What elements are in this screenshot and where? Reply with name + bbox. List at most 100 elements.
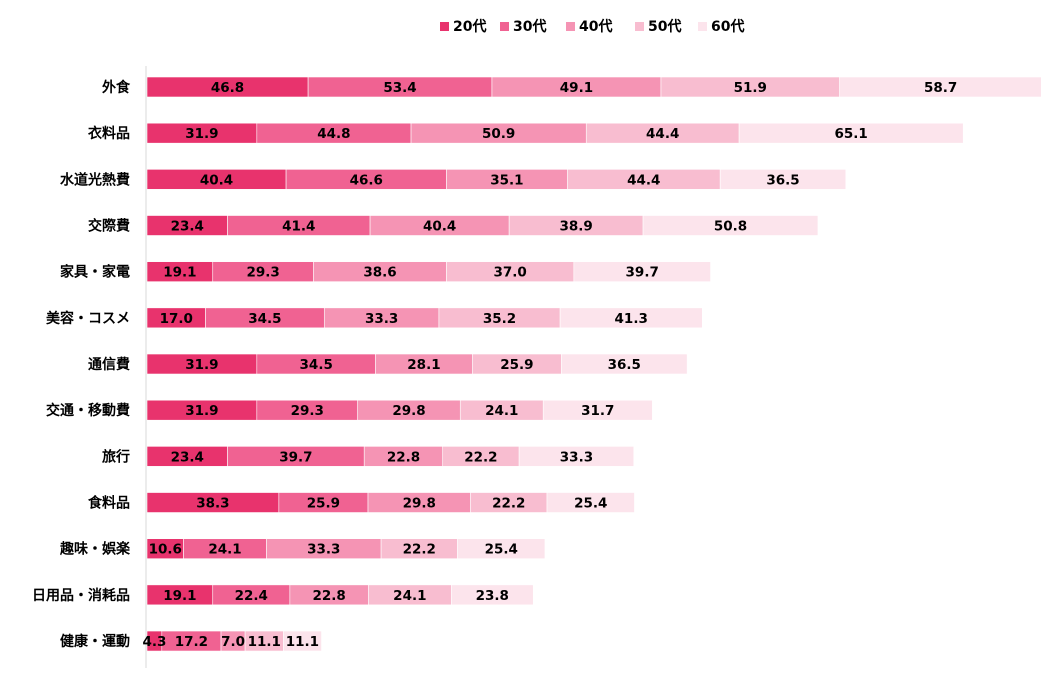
value-label-4-3: 37.0 (494, 265, 527, 281)
value-label-12-1: 17.2 (175, 634, 208, 650)
category-label-3: 交際費 (88, 218, 130, 235)
value-label-3-2: 40.4 (423, 219, 456, 235)
value-label-0-3: 51.9 (734, 80, 767, 96)
value-label-6-1: 34.5 (300, 357, 333, 373)
bar-4-4 (573, 261, 711, 282)
value-label-7-2: 29.8 (392, 403, 425, 419)
bar-1-4 (738, 122, 964, 144)
value-label-3-4: 50.8 (714, 219, 747, 235)
category-label-10: 趣味・娯楽 (59, 541, 131, 558)
value-label-7-4: 31.7 (581, 403, 614, 419)
value-label-11-0: 19.1 (163, 588, 196, 604)
value-label-2-4: 36.5 (766, 172, 799, 188)
category-label-2: 水道光熱費 (60, 171, 130, 188)
value-label-0-2: 49.1 (560, 80, 593, 96)
value-label-8-4: 33.3 (560, 449, 593, 465)
value-label-11-1: 22.4 (235, 588, 268, 604)
category-label-4: 家具・家電 (60, 264, 130, 281)
bar-6-4 (561, 353, 688, 375)
value-label-11-4: 23.8 (476, 588, 509, 604)
legend-swatch-1 (500, 22, 509, 31)
value-label-6-2: 28.1 (407, 357, 440, 373)
value-label-5-1: 34.5 (248, 311, 281, 327)
category-label-12: 健康・運動 (60, 633, 130, 650)
value-label-5-0: 17.0 (160, 311, 193, 327)
value-label-7-0: 31.9 (185, 403, 218, 419)
value-labels: 46.8 53.4 49.1 51.9 58.7 31.9 44.8 50.9 44.4 65.1… (142, 80, 957, 650)
bar-2-4 (719, 169, 847, 190)
category-label-5: 美容・コスメ (46, 310, 130, 327)
bar-9-4 (546, 492, 635, 513)
value-label-8-1: 39.7 (279, 449, 312, 465)
value-label-8-2: 22.8 (387, 449, 420, 465)
value-label-9-1: 25.9 (307, 496, 340, 512)
bar-12-4 (283, 630, 322, 652)
value-label-10-3: 22.2 (403, 542, 436, 558)
category-label-11: 日用品・消耗品 (32, 587, 130, 604)
bar-3-4 (642, 215, 819, 236)
value-label-0-1: 53.4 (383, 80, 416, 96)
bar-5-4 (559, 307, 703, 329)
value-label-9-3: 22.2 (492, 496, 525, 512)
value-label-8-3: 22.2 (464, 449, 497, 465)
legend-label-4: 60代 (711, 18, 744, 35)
bar-0-4 (839, 76, 1041, 98)
value-label-10-4: 25.4 (485, 542, 518, 558)
legend-label-0: 20代 (453, 18, 486, 35)
value-label-9-4: 25.4 (574, 496, 607, 512)
value-label-2-2: 35.1 (490, 172, 523, 188)
value-label-12-2: 7.0 (221, 634, 245, 650)
value-label-3-0: 23.4 (171, 219, 204, 235)
value-label-4-4: 39.7 (626, 265, 659, 281)
value-label-6-0: 31.9 (185, 357, 218, 373)
legend-label-3: 50代 (648, 18, 681, 35)
value-label-11-2: 22.8 (312, 588, 345, 604)
category-label-7: 交通・移動費 (46, 402, 130, 419)
category-label-0: 外食 (102, 79, 131, 96)
value-label-1-3: 44.4 (646, 126, 679, 142)
legend-swatch-2 (566, 22, 575, 31)
value-label-5-3: 35.2 (483, 311, 516, 327)
legend-swatch-0 (440, 22, 449, 31)
value-label-0-0: 46.8 (211, 80, 244, 96)
bar-11-4 (451, 584, 534, 606)
category-labels: 外食衣料品水道光熱費交際費家具・家電美容・コスメ通信費交通・移動費旅行食料品趣味… (32, 79, 131, 650)
category-label-8: 旅行 (102, 448, 130, 465)
value-label-2-0: 40.4 (200, 172, 233, 188)
value-label-10-1: 24.1 (208, 542, 241, 558)
value-label-10-0: 10.6 (149, 542, 182, 558)
value-label-3-3: 38.9 (559, 219, 592, 235)
value-label-1-1: 44.8 (317, 126, 350, 142)
bar-7-4 (542, 399, 653, 421)
legend: 20代 30代 40代 50代 60代 (440, 18, 744, 35)
value-label-4-1: 29.3 (247, 265, 280, 281)
value-label-5-4: 41.3 (615, 311, 648, 327)
value-label-1-0: 31.9 (185, 126, 218, 142)
value-label-1-4: 65.1 (835, 126, 868, 142)
value-label-11-3: 24.1 (393, 588, 426, 604)
bar-10-4 (457, 538, 546, 560)
value-label-8-0: 23.4 (171, 449, 204, 465)
value-label-12-0: 4.3 (142, 634, 166, 650)
value-label-4-2: 38.6 (363, 265, 396, 281)
legend-swatch-3 (635, 22, 644, 31)
category-label-9: 食料品 (88, 495, 130, 512)
value-label-9-0: 38.3 (196, 496, 229, 512)
value-label-7-1: 29.3 (291, 403, 324, 419)
value-label-2-3: 44.4 (627, 172, 660, 188)
value-label-5-2: 33.3 (365, 311, 398, 327)
legend-label-2: 40代 (579, 18, 612, 35)
value-label-1-2: 50.9 (482, 126, 515, 142)
value-label-2-1: 46.6 (350, 172, 383, 188)
value-label-7-3: 24.1 (485, 403, 518, 419)
value-label-4-0: 19.1 (163, 265, 196, 281)
bars (146, 76, 1041, 652)
category-label-6: 通信費 (88, 356, 130, 373)
category-label-1: 衣料品 (88, 125, 130, 142)
value-label-6-4: 36.5 (608, 357, 641, 373)
value-label-9-2: 29.8 (403, 496, 436, 512)
value-label-12-3: 11.1 (248, 634, 281, 650)
value-label-0-4: 58.7 (924, 80, 957, 96)
value-label-6-3: 25.9 (500, 357, 533, 373)
